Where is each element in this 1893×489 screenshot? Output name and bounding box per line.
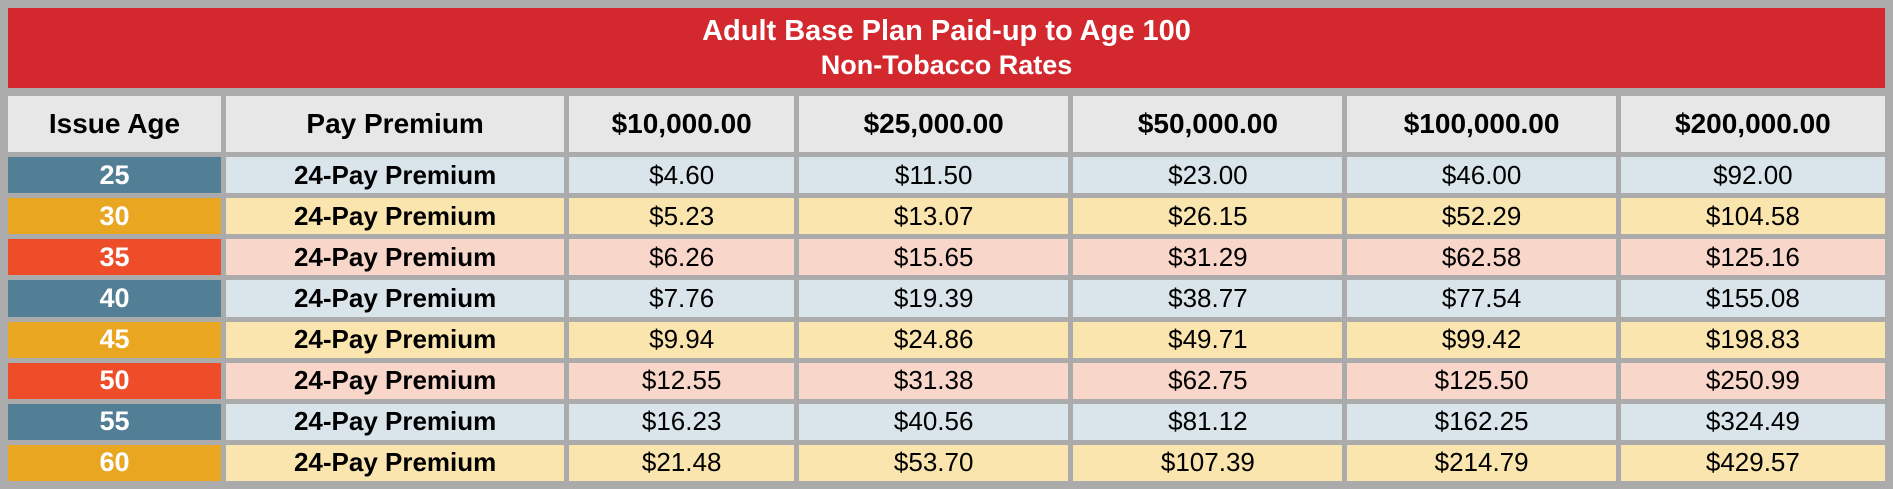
column-header: Pay Premium [226,96,565,152]
rate-cell: $4.60 [569,157,795,194]
rate-cell: $125.50 [1347,362,1616,399]
plan-title: Adult Base Plan Paid-up to Age 100 [702,14,1191,47]
rate-class-subtitle: Non-Tobacco Rates [820,49,1073,80]
column-header: $200,000.00 [1620,96,1885,152]
pay-premium-cell: 24-Pay Premium [226,157,565,194]
issue-age-cell: 40 [8,280,221,317]
rate-cell: $198.83 [1620,321,1885,358]
rate-cell: $81.12 [1073,403,1343,440]
rate-cell: $6.26 [569,239,795,276]
pay-premium-cell: 24-Pay Premium [226,321,565,358]
rate-cell: $38.77 [1073,280,1343,317]
rate-cell: $19.39 [799,280,1069,317]
rate-cell: $162.25 [1347,403,1616,440]
rate-cell: $53.70 [799,444,1069,481]
column-header: Issue Age [8,96,221,152]
issue-age-cell: 60 [8,444,221,481]
issue-age-cell: 50 [8,362,221,399]
rate-cell: $31.38 [799,362,1069,399]
column-header: $50,000.00 [1073,96,1343,152]
rate-cell: $49.71 [1073,321,1343,358]
pay-premium-cell: 24-Pay Premium [226,239,565,276]
rate-cell: $15.65 [799,239,1069,276]
issue-age-cell: 25 [8,157,221,194]
rate-cell: $26.15 [1073,198,1343,235]
pay-premium-cell: 24-Pay Premium [226,444,565,481]
rate-cell: $9.94 [569,321,795,358]
rate-cell: $324.49 [1620,403,1885,440]
issue-age-cell: 45 [8,321,221,358]
rate-cell: $107.39 [1073,444,1343,481]
rate-cell: $214.79 [1347,444,1616,481]
rate-cell: $62.58 [1347,239,1616,276]
pay-premium-cell: 24-Pay Premium [226,362,565,399]
column-header: $10,000.00 [569,96,795,152]
pay-premium-cell: 24-Pay Premium [226,280,565,317]
issue-age-cell: 55 [8,403,221,440]
rate-cell: $104.58 [1620,198,1885,235]
rate-cell: $13.07 [799,198,1069,235]
rate-cell: $5.23 [569,198,795,235]
issue-age-cell: 35 [8,239,221,276]
rate-table: Issue Age Pay Premium $10,000.00 $25,000.00… [8,96,1885,481]
rate-cell: $92.00 [1620,157,1885,194]
rate-cell: $125.16 [1620,239,1885,276]
column-header: $25,000.00 [799,96,1069,152]
issue-age-cell: 30 [8,198,221,235]
rate-cell: $155.08 [1620,280,1885,317]
rate-cell: $250.99 [1620,362,1885,399]
rate-cell: $40.56 [799,403,1069,440]
rate-cell: $7.76 [569,280,795,317]
pay-premium-cell: 24-Pay Premium [226,403,565,440]
rate-cell: $16.23 [569,403,795,440]
rate-cell: $31.29 [1073,239,1343,276]
pay-premium-cell: 24-Pay Premium [226,198,565,235]
rate-cell: $21.48 [569,444,795,481]
column-header: $100,000.00 [1347,96,1616,152]
rate-cell: $11.50 [799,157,1069,194]
rate-cell: $77.54 [1347,280,1616,317]
rate-cell: $46.00 [1347,157,1616,194]
rate-cell: $12.55 [569,362,795,399]
rate-cell: $23.00 [1073,157,1343,194]
title-banner: Adult Base Plan Paid-up to Age 100 Non-T… [8,8,1885,88]
rate-cell: $52.29 [1347,198,1616,235]
rate-cell: $62.75 [1073,362,1343,399]
rate-cell: $99.42 [1347,321,1616,358]
rate-cell: $429.57 [1620,444,1885,481]
rate-cell: $24.86 [799,321,1069,358]
